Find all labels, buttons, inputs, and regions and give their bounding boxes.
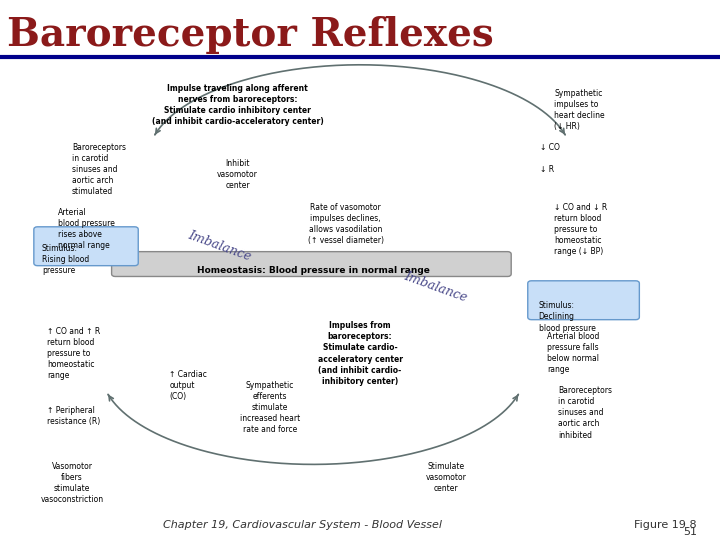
Text: ↑ CO and ↑ R
return blood
pressure to
homeostatic
range: ↑ CO and ↑ R return blood pressure to ho… <box>47 327 100 380</box>
Text: Baroreceptors
in carotid
sinuses and
aortic arch
inhibited: Baroreceptors in carotid sinuses and aor… <box>558 386 612 440</box>
Text: Vasomotor
fibers
stimulate
vasoconstriction: Vasomotor fibers stimulate vasoconstrict… <box>40 462 104 504</box>
Text: Impulses from
baroreceptors:
Stimulate cardio-
acceleratory center
(and inhibit : Impulses from baroreceptors: Stimulate c… <box>318 321 402 386</box>
Text: Stimulus:
Rising blood
pressure: Stimulus: Rising blood pressure <box>42 244 89 275</box>
Text: Rate of vasomotor
impulses declines,
allows vasodilation
(↑ vessel diameter): Rate of vasomotor impulses declines, all… <box>307 202 384 245</box>
Text: Stimulate
vasomotor
center: Stimulate vasomotor center <box>426 462 467 493</box>
Text: Homeostasis: Blood pressure in normal range: Homeostasis: Blood pressure in normal ra… <box>197 266 430 275</box>
Text: Stimulus:
Declining
blood pressure: Stimulus: Declining blood pressure <box>539 301 595 333</box>
FancyBboxPatch shape <box>528 281 639 320</box>
Text: Chapter 19, Cardiovascular System - Blood Vessel: Chapter 19, Cardiovascular System - Bloo… <box>163 520 442 530</box>
Text: Baroreceptors
in carotid
sinuses and
aortic arch
stimulated: Baroreceptors in carotid sinuses and aor… <box>72 143 126 197</box>
Text: ↑ Peripheral
resistance (R): ↑ Peripheral resistance (R) <box>47 406 100 426</box>
Text: Baroreceptor Reflexes: Baroreceptor Reflexes <box>7 16 494 54</box>
FancyBboxPatch shape <box>34 227 138 266</box>
Text: Impulse traveling along afferent
nerves from baroreceptors:
Stimulate cardio inh: Impulse traveling along afferent nerves … <box>152 84 323 126</box>
Text: Inhibit
vasomotor
center: Inhibit vasomotor center <box>217 159 258 191</box>
Text: Figure 19.8: Figure 19.8 <box>634 520 696 530</box>
Text: Sympathetic
impulses to
heart decline
(↓ HR): Sympathetic impulses to heart decline (↓… <box>554 89 605 131</box>
Text: ↓ R: ↓ R <box>540 165 554 174</box>
Text: ↓ CO and ↓ R
return blood
pressure to
homeostatic
range (↓ BP): ↓ CO and ↓ R return blood pressure to ho… <box>554 202 608 256</box>
Text: Sympathetic
efferents
stimulate
increased heart
rate and force: Sympathetic efferents stimulate increase… <box>240 381 300 434</box>
Text: Imbalance: Imbalance <box>186 228 253 263</box>
Text: Arterial blood
pressure falls
below normal
range: Arterial blood pressure falls below norm… <box>547 332 600 374</box>
FancyBboxPatch shape <box>112 252 511 276</box>
Text: ↓ CO: ↓ CO <box>540 143 560 152</box>
Text: 51: 51 <box>683 527 697 537</box>
Text: ↑ Cardiac
output
(CO): ↑ Cardiac output (CO) <box>169 370 207 401</box>
Text: Arterial
blood pressure
rises above
normal range: Arterial blood pressure rises above norm… <box>58 208 114 250</box>
Text: Imbalance: Imbalance <box>402 270 469 305</box>
